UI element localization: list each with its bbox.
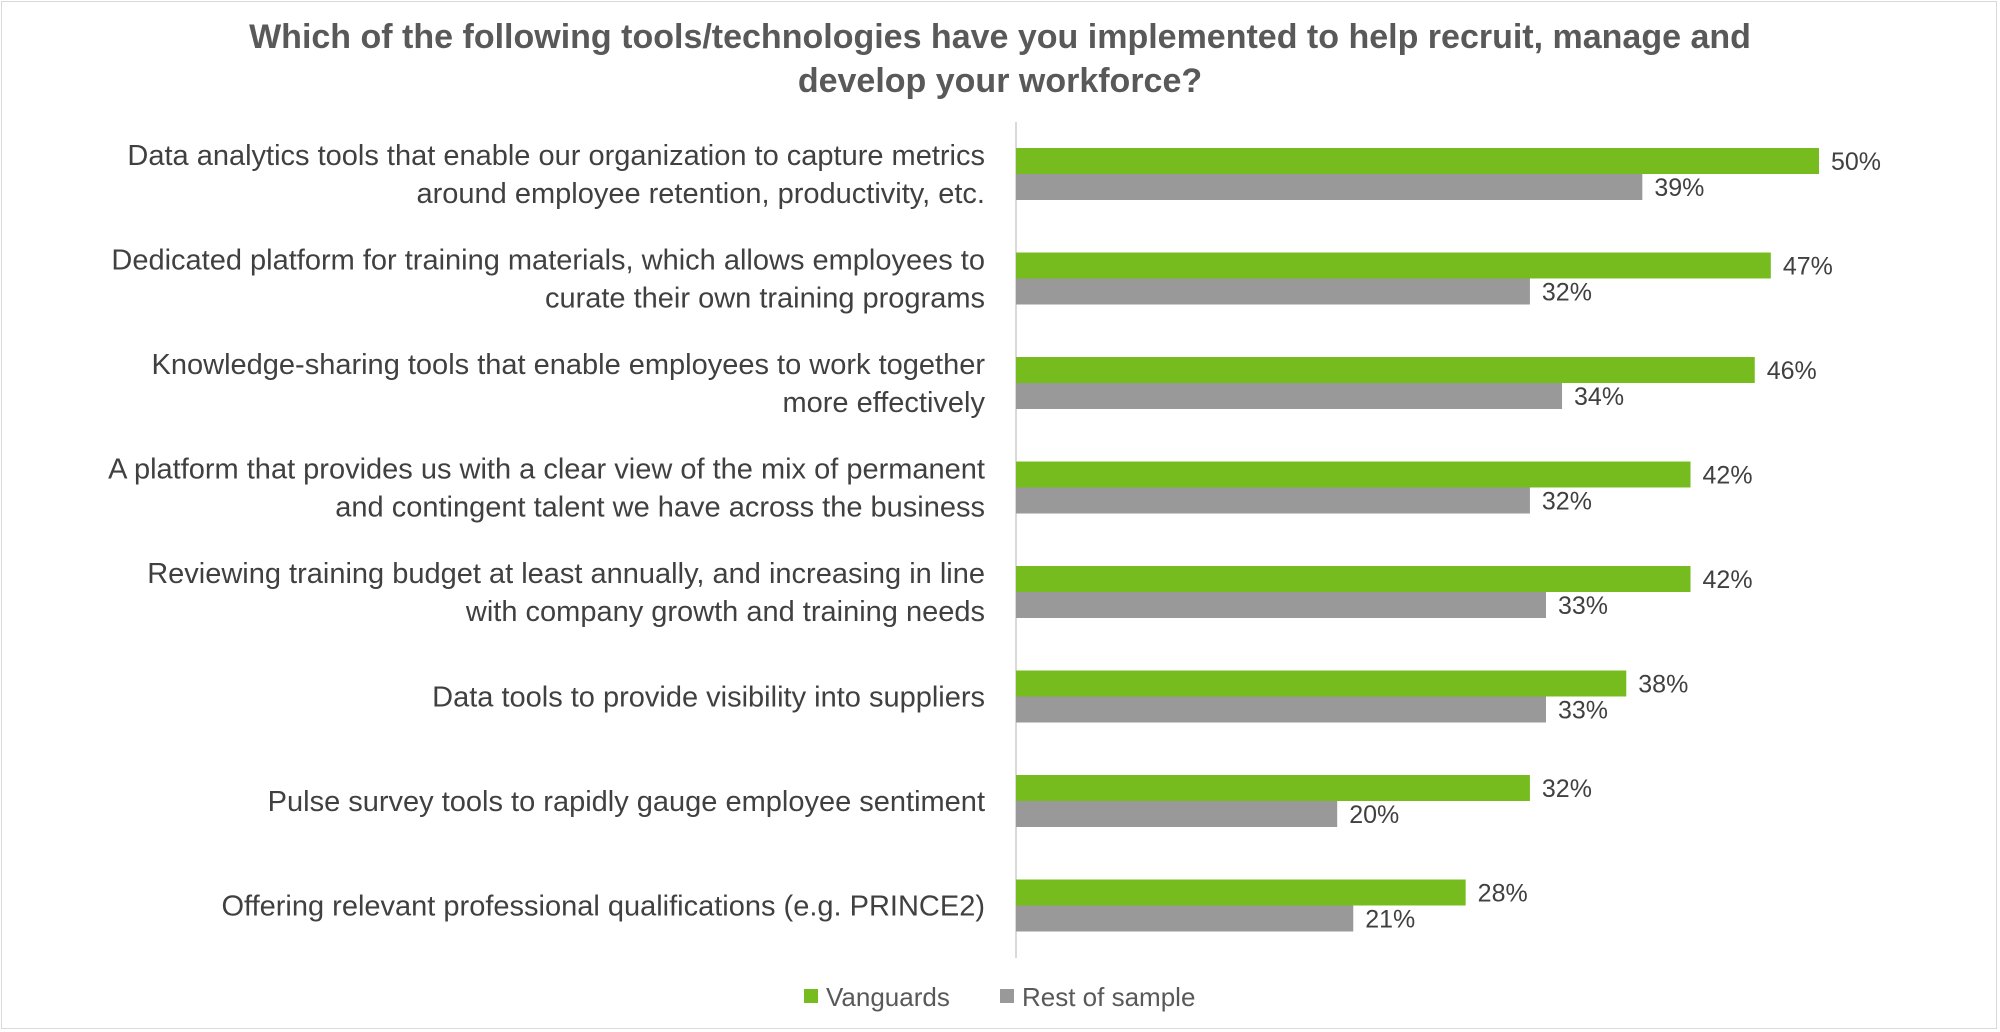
category-label: Data tools to provide visibility into su…	[432, 682, 985, 714]
bar-rest-of-sample	[1016, 905, 1354, 932]
category-label-line: Data analytics tools that enable our org…	[127, 140, 985, 172]
data-label-vanguards: 50%	[1831, 148, 1881, 176]
data-label-vanguards: 47%	[1783, 253, 1833, 281]
bar-vanguards	[1016, 148, 1819, 174]
data-label-rest-of-sample: 32%	[1542, 488, 1592, 516]
legend-label: Rest of sample	[1022, 982, 1195, 1012]
bars	[1016, 148, 1819, 932]
bar-rest-of-sample	[1016, 801, 1338, 827]
bar-rest-of-sample	[1016, 696, 1546, 723]
category-label-line: Pulse survey tools to rapidly gauge empl…	[268, 786, 985, 818]
bar-rest-of-sample	[1016, 487, 1530, 514]
bar-rest-of-sample	[1016, 383, 1563, 409]
chart-title-line-2: develop your workforce?	[798, 62, 1202, 100]
bar-vanguards	[1016, 566, 1691, 592]
data-label-rest-of-sample: 33%	[1558, 592, 1608, 620]
bar-vanguards	[1016, 252, 1771, 279]
bar-rest-of-sample	[1016, 592, 1546, 618]
category-label: Data analytics tools that enable our org…	[127, 140, 985, 210]
category-label-line: A platform that provides us with a clear…	[108, 454, 985, 486]
data-label-vanguards: 38%	[1638, 671, 1688, 699]
chart-title-line-1: Which of the following tools/technologie…	[249, 18, 1751, 56]
bar-vanguards	[1016, 775, 1530, 801]
legend: Vanguards Rest of sample	[804, 982, 1195, 1012]
data-label-rest-of-sample: 32%	[1542, 279, 1592, 307]
data-label-vanguards: 32%	[1542, 775, 1592, 803]
bar-rest-of-sample	[1016, 174, 1643, 200]
category-label-line: Offering relevant professional qualifica…	[221, 891, 985, 923]
category-label: Reviewing training budget at least annua…	[147, 558, 985, 628]
category-labels: Data analytics tools that enable our org…	[108, 140, 985, 923]
category-label-line: Reviewing training budget at least annua…	[147, 558, 985, 590]
bar-vanguards	[1016, 461, 1691, 488]
data-label-rest-of-sample: 21%	[1365, 906, 1415, 934]
category-label-line: with company growth and training needs	[465, 596, 985, 628]
category-label-line: Knowledge-sharing tools that enable empl…	[152, 349, 986, 381]
category-label: A platform that provides us with a clear…	[108, 454, 985, 524]
bar-rest-of-sample	[1016, 278, 1530, 305]
legend-swatch-vanguards	[804, 989, 818, 1003]
data-label-rest-of-sample: 34%	[1574, 383, 1624, 411]
data-label-rest-of-sample: 20%	[1349, 801, 1399, 829]
category-label: Pulse survey tools to rapidly gauge empl…	[268, 786, 985, 818]
data-label-vanguards: 28%	[1478, 880, 1528, 908]
category-label-line: more effectively	[782, 387, 985, 419]
legend-swatch-rest-of-sample	[1000, 989, 1014, 1003]
data-label-vanguards: 42%	[1703, 566, 1753, 594]
category-label-line: around employee retention, productivity,…	[416, 178, 985, 210]
category-label-line: Dedicated platform for training material…	[111, 245, 985, 277]
data-label-vanguards: 46%	[1767, 357, 1817, 385]
category-label-line: curate their own training programs	[545, 283, 985, 315]
category-label-line: and contingent talent we have across the…	[335, 492, 985, 524]
category-label: Dedicated platform for training material…	[111, 245, 985, 315]
legend-label: Vanguards	[826, 982, 950, 1012]
category-label: Offering relevant professional qualifica…	[221, 891, 985, 923]
data-label-rest-of-sample: 33%	[1558, 697, 1608, 725]
data-label-rest-of-sample: 39%	[1654, 174, 1704, 202]
category-label: Knowledge-sharing tools that enable empl…	[152, 349, 986, 419]
bar-vanguards	[1016, 670, 1627, 697]
category-label-line: Data tools to provide visibility into su…	[432, 682, 985, 714]
bar-vanguards	[1016, 357, 1755, 383]
data-labels: 50% 39% 47% 32% 46% 34% 42% 32% 42% 33% 38% 33% 32% 2…	[1349, 148, 1881, 934]
legend-item-vanguards: Vanguards	[804, 982, 950, 1012]
data-label-vanguards: 42%	[1703, 462, 1753, 490]
legend-item-rest-of-sample: Rest of sample	[1000, 982, 1195, 1012]
bar-vanguards	[1016, 879, 1466, 906]
